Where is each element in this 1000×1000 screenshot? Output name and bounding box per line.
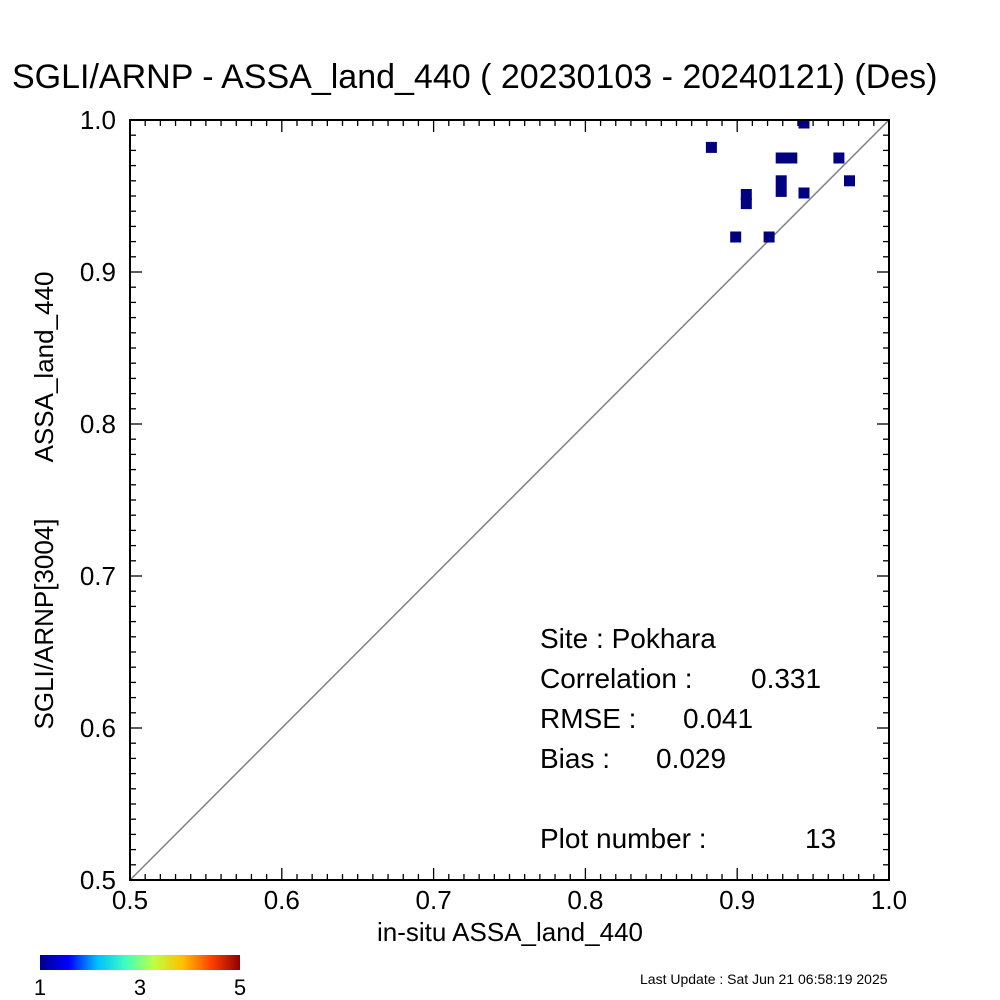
stats-correlation-value: 0.331 [751,663,821,694]
y-tick-label: 0.6 [80,713,116,743]
stats-bias-label: Bias : [540,743,610,774]
data-point-3 [740,189,752,200]
colorbar-tick-3: 3 [134,975,146,1000]
colorbar-tick-5: 5 [234,975,246,1000]
reference-line-layer [130,120,889,880]
data-points-layer [705,120,855,243]
colorbar-gradient [40,955,240,970]
data-point-7 [775,175,787,187]
data-point-4 [740,198,752,210]
stats-rmse-label: RMSE : [540,703,636,734]
x-tick-label: 0.7 [416,885,452,915]
data-point-5 [763,231,775,243]
stats-plot-number-value: 13 [805,823,836,854]
chart-title: SGLI/ARNP - ASSA_land_440 ( 20230103 - 2… [12,58,938,96]
data-point-10 [798,120,810,129]
data-point-8 [775,185,787,197]
data-point-6 [775,152,787,164]
one-to-one-line [130,120,889,880]
stats-plot-number-label: Plot number : [540,823,707,854]
x-tick-label: 1.0 [871,885,907,915]
y-tick-label: 0.7 [80,561,116,591]
stats-site: Site : Pokhara [540,623,716,654]
y-axis-label-line1: SGLI/ARNP[3004] [29,519,59,730]
x-tick-label: 0.6 [264,885,300,915]
stats-panel: Site : Pokhara Correlation : 0.331 RMSE … [540,623,836,854]
data-point-9 [786,152,798,164]
y-axis-label-line2: ASSA_land_440 [29,272,59,463]
last-update: Last Update : Sat Jun 21 06:58:19 2025 [640,971,888,987]
y-tick-label: 0.8 [80,409,116,439]
x-tick-label: 0.8 [567,885,603,915]
x-tick-labels: 0.5 0.6 0.7 0.8 0.9 1.0 [112,885,907,915]
data-point-2 [730,231,742,243]
data-point-1 [705,141,717,153]
colorbar-tick-1: 1 [34,975,46,1000]
stats-rmse-value: 0.041 [683,703,753,734]
colorbar: 1 3 5 [34,955,246,1000]
stats-correlation-label: Correlation : [540,663,693,694]
data-point-11 [798,187,810,199]
y-tick-label: 0.5 [80,865,116,895]
x-tick-label: 0.9 [719,885,755,915]
y-tick-label: 1.0 [80,105,116,135]
x-axis-label: in-situ ASSA_land_440 [377,917,643,947]
data-point-13 [844,175,855,187]
data-point-12 [833,152,845,164]
y-tick-labels: 0.5 0.6 0.7 0.8 0.9 1.0 [80,105,116,895]
x-tick-label: 0.5 [112,885,148,915]
stats-bias-value: 0.029 [656,743,726,774]
axis-ticks [129,119,890,881]
y-tick-label: 0.9 [80,257,116,287]
